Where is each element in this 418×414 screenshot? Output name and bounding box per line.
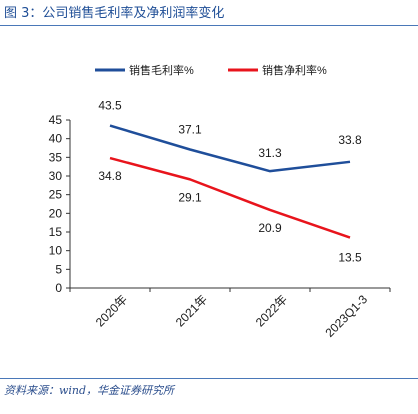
bottom-divider	[0, 378, 418, 379]
y-tick-label: 15	[49, 225, 63, 239]
y-tick-label: 0	[55, 281, 62, 295]
y-tick-label: 25	[49, 188, 63, 202]
y-tick-label: 10	[49, 244, 63, 258]
data-label: 13.5	[338, 251, 362, 265]
line-chart: 销售毛利率% 销售净利率% 0 5 10 15 20 25 30 35 40 45 2020年 2021年…	[49, 63, 391, 340]
y-tick-label: 20	[49, 206, 63, 220]
y-tick-label: 5	[55, 262, 62, 276]
x-tick-label: 2022年	[253, 292, 290, 329]
top-divider	[0, 25, 418, 26]
x-tick-label: 2021年	[173, 292, 210, 329]
legend-label: 销售毛利率%	[129, 63, 194, 77]
y-tick-label: 45	[49, 113, 63, 127]
legend-label: 销售净利率%	[262, 63, 327, 77]
data-label: 43.5	[98, 99, 122, 113]
figure-title: 图 3：公司销售毛利率及净利润率变化	[4, 6, 225, 21]
y-tick-label: 30	[49, 169, 63, 183]
data-label: 33.8	[338, 133, 362, 147]
series-line	[109, 156, 351, 239]
data-label: 37.1	[178, 122, 202, 136]
data-label: 29.1	[178, 190, 202, 204]
data-label: 20.9	[258, 221, 282, 235]
y-tick-label: 35	[49, 150, 63, 164]
x-tick-label: 2020年	[93, 292, 130, 329]
data-label: 31.3	[258, 146, 282, 160]
data-label: 34.8	[98, 169, 122, 183]
y-tick-label: 40	[49, 132, 63, 146]
x-tick-label: 2023Q1-3	[322, 292, 370, 340]
source-note: 资料来源：wind，华金证券研究所	[4, 384, 175, 397]
series-line	[109, 124, 351, 173]
